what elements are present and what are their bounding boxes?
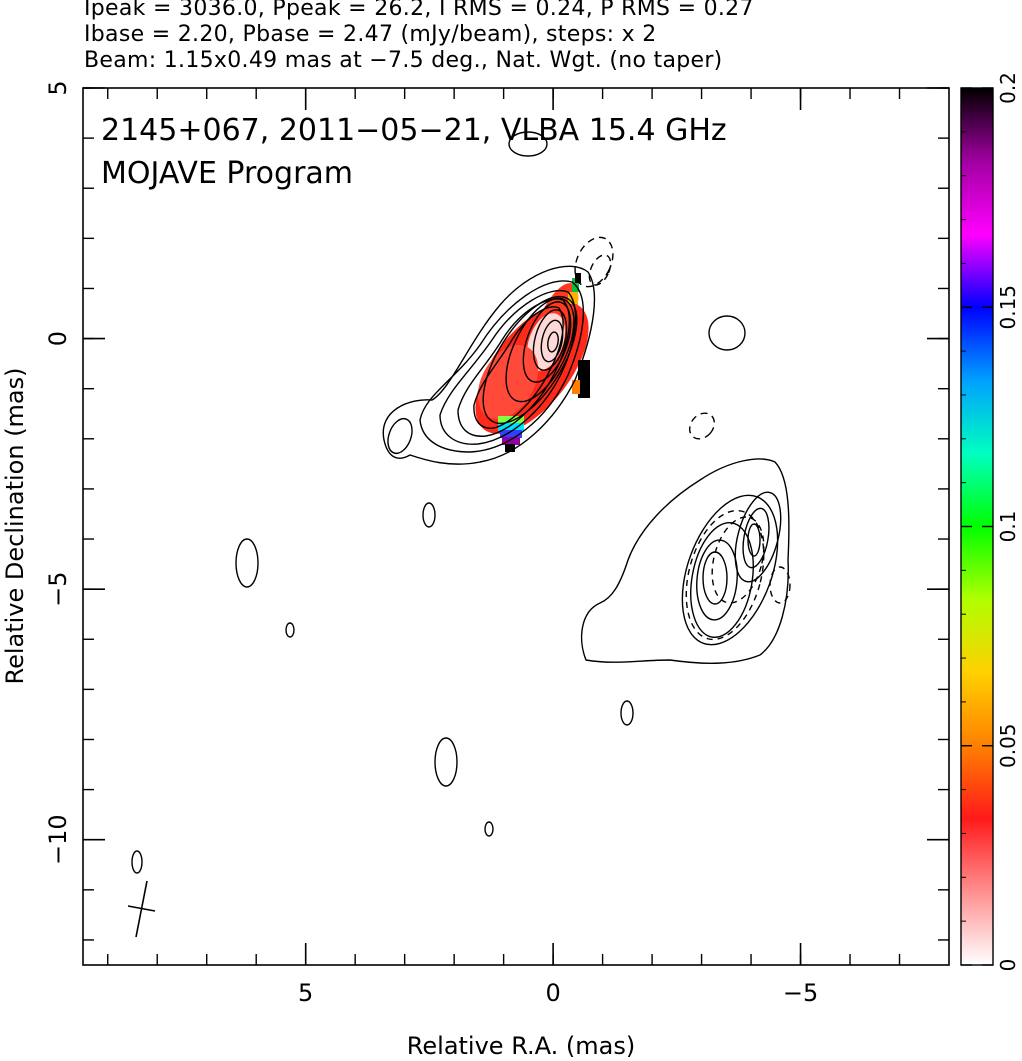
contour-level-3	[439, 290, 577, 445]
y-tick-label: 0	[44, 331, 72, 346]
colorbar-tick-label: 0.1	[996, 511, 1020, 543]
x-axis-label: Relative R.A. (mas)	[407, 1032, 635, 1060]
colorbar-tick-label: 0	[996, 959, 1020, 972]
contour-level-8	[522, 301, 572, 383]
contour-isolated-4	[620, 700, 634, 726]
y-axis-label: Relative Declination (mas)	[1, 367, 29, 684]
contour-level-9	[532, 309, 568, 371]
x-tick-label: 0	[545, 979, 560, 1007]
pol-ridge-yellow	[568, 292, 578, 304]
header-line-2: Ibase = 2.20, Pbase = 2.47 (mJy/beam), s…	[84, 22, 657, 47]
colorbar-tick-label: 0.2	[996, 72, 1020, 104]
x-tick-labels: 5 0 −5	[298, 979, 818, 1007]
contour-sw-knot-2-core	[747, 523, 761, 557]
contour-level-10	[540, 319, 564, 363]
contour-west-blob	[708, 315, 746, 351]
negative-contour-sw-2	[711, 516, 765, 604]
contour-level-7	[505, 297, 575, 403]
negative-contour-sw-1	[685, 509, 765, 641]
negative-contour-mid	[688, 412, 716, 440]
negative-contour-north-inner	[588, 254, 612, 286]
colorbar-tick-label: 0.15	[996, 285, 1020, 330]
contour-level-6	[482, 295, 578, 425]
header-line-3: Beam: 1.15x0.49 mas at −7.5 deg., Nat. W…	[84, 48, 723, 73]
map-title-line-1: 2145+067, 2011−05−21, VLBA 15.4 GHz	[101, 113, 727, 148]
y-tick-labels: 5 0 −5 −10	[44, 80, 72, 865]
contour-isolated-7	[131, 850, 143, 874]
y-tick-label: 5	[44, 80, 72, 95]
pol-edge-black	[505, 444, 515, 452]
contour-sw-knot-2-inner	[742, 507, 770, 569]
pol-edge-cyan	[498, 422, 524, 431]
pol-edge-blue	[500, 430, 522, 438]
contour-knot-east	[387, 417, 413, 455]
negative-contour-sw-3	[769, 566, 791, 604]
contour-isolated-3	[285, 622, 295, 638]
contour-sw-knot-2	[734, 491, 782, 583]
contour-isolated-1	[422, 502, 436, 528]
contour-sw-level-3	[690, 521, 754, 639]
minor-ticks	[83, 87, 949, 965]
y-tick-label: −5	[44, 571, 72, 606]
pol-ridge-black	[575, 273, 581, 283]
map-title-line-2: MOJAVE Program	[101, 156, 353, 191]
intensity-contours	[131, 131, 791, 874]
colorbar-tick-label: 0.05	[996, 723, 1020, 768]
negative-contours-sw	[685, 509, 791, 641]
contour-level-2	[419, 280, 585, 453]
pol-edge-purple	[502, 437, 520, 445]
contour-isolated-2	[235, 538, 259, 588]
pol-ridge-black-east	[578, 360, 590, 398]
beam-marker	[127, 880, 156, 938]
contour-sw-outer	[580, 458, 790, 664]
pol-ridge-orange	[572, 380, 580, 394]
contour-level-1	[382, 265, 596, 465]
contour-sw-level-4	[696, 539, 738, 621]
contour-sw-level-5	[702, 551, 728, 605]
contour-isolated-5	[434, 737, 458, 787]
plot-frame	[82, 87, 950, 966]
header-line-1: Ipeak = 3036.0, Ppeak = 26.2, I RMS = 0.…	[84, 0, 754, 21]
major-ticks	[83, 87, 949, 965]
x-tick-label: 5	[298, 979, 313, 1007]
contour-north-isolated	[508, 131, 548, 157]
colorbar-ticks: 0 0.05 0.1 0.15 0.2	[961, 72, 1020, 971]
contour-level-11	[547, 331, 559, 353]
contour-isolated-6	[484, 821, 494, 837]
x-tick-label: −5	[783, 979, 818, 1007]
contour-level-4	[457, 298, 570, 437]
beam-minor-axis	[127, 905, 156, 912]
y-tick-label: −10	[44, 814, 72, 865]
negative-contours	[574, 236, 716, 440]
